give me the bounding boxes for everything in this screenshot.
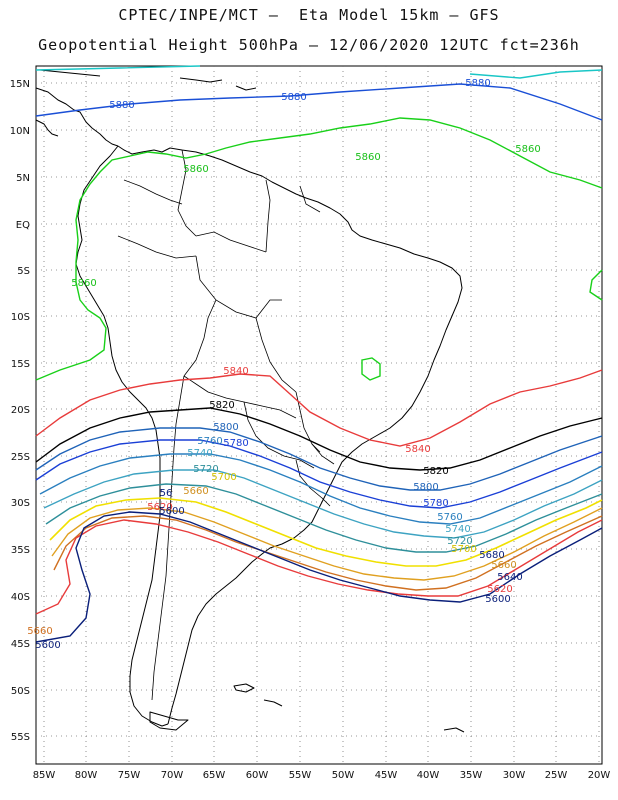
lat-label: 15S (11, 359, 30, 370)
contour-5860-east (589, 269, 603, 301)
contour-label: 5800 (213, 422, 238, 433)
contour-label: 5600 (35, 640, 60, 651)
lat-label: 30S (11, 498, 30, 509)
contour-5880-blue (35, 83, 603, 121)
lon-label: 50W (332, 770, 355, 781)
lat-label: 10S (11, 312, 30, 323)
contour-label: 5880 (109, 100, 134, 111)
lat-label: 25S (11, 452, 30, 463)
contour-label: 5760 (437, 512, 462, 523)
contour-5860 (35, 117, 603, 381)
lat-label: 20S (11, 405, 30, 416)
contour-lines (35, 65, 603, 643)
contour-label: 5760 (197, 436, 222, 447)
contour-label: 5860 (355, 152, 380, 163)
contour-label: 5660 (491, 560, 516, 571)
map-title-line1: CPTEC/INPE/MCT – Eta Model 15km – GFS (118, 6, 500, 24)
contour-label: 5820 (209, 400, 234, 411)
contour-label: 5860 (515, 144, 540, 155)
lon-label: 80W (75, 770, 98, 781)
country-borders (117, 149, 335, 701)
lon-label: 45W (375, 770, 398, 781)
lon-label: 35W (460, 770, 483, 781)
contour-label: 5660 (27, 626, 52, 637)
contour-label: 5680 (479, 550, 504, 561)
lon-label: 70W (161, 770, 184, 781)
longitude-labels: 85W 80W 75W 70W 65W 60W 55W 50W 45W 40W 35W 30W 25W 2… (33, 770, 611, 781)
lat-label: 40S (11, 592, 30, 603)
lat-label: 50S (11, 686, 30, 697)
lon-label: 30W (503, 770, 526, 781)
contour-5600 (35, 511, 603, 643)
contour-label: 5880 (281, 92, 306, 103)
contour-5840 (35, 369, 603, 447)
lon-label: 20W (588, 770, 611, 781)
contour-label: 5720 (193, 464, 218, 475)
contour-5760 (39, 453, 603, 525)
lon-label: 55W (289, 770, 312, 781)
contour-5780 (35, 439, 603, 509)
contour-5660 (53, 515, 603, 591)
contour-5740 (43, 469, 603, 539)
contour-label: 5840 (223, 366, 248, 377)
contour-label: 5860 (71, 278, 96, 289)
contour-label: 5780 (223, 438, 248, 449)
contour-label: 5740 (187, 448, 212, 459)
contour-5860-blob (361, 357, 381, 381)
lon-label: 40W (417, 770, 440, 781)
contour-label: 56 (160, 488, 173, 499)
contour-5700 (49, 497, 603, 567)
contour-label: 5880 (465, 78, 490, 89)
lon-label: 25W (545, 770, 568, 781)
contour-5800 (35, 427, 603, 491)
lat-label: 45S (11, 639, 30, 650)
lat-label: 5S (17, 266, 30, 277)
contour-label: 5600 (159, 506, 184, 517)
contour-label: 5700 (211, 472, 236, 483)
contour-label: 5660 (183, 486, 208, 497)
contour-label: 5840 (405, 444, 430, 455)
contour-label: 5740 (445, 524, 470, 535)
coastline (35, 69, 465, 733)
lat-label: 35S (11, 545, 30, 556)
map-title-line2: Geopotential Height 500hPa – 12/06/2020 … (38, 36, 580, 54)
contour-5720 (45, 483, 603, 553)
contour-5820 (35, 407, 603, 471)
contour-5620 (35, 519, 603, 615)
lat-label: 10N (10, 126, 30, 137)
lon-label: 60W (246, 770, 269, 781)
contour-label: 5640 (497, 572, 522, 583)
contour-label: 5620 (147, 502, 172, 513)
contour-label: 5800 (413, 482, 438, 493)
contour-labels: 5880 5880 5880 5860 5860 5860 5860 5840 5840 5820… (27, 78, 540, 651)
contour-5880-cyan (35, 65, 603, 79)
lat-label: EQ (16, 220, 30, 231)
lon-label: 65W (203, 770, 226, 781)
contour-label: 5600 (485, 594, 510, 605)
map-frame (35, 65, 603, 765)
latitude-labels: 15N 10N 5N EQ 5S 10S 15S 20S 25S 30S 35S 40S 45S 50S 5… (10, 79, 30, 743)
contour-label: 5780 (423, 498, 448, 509)
contour-label: 5720 (447, 536, 472, 547)
contour-label: 5820 (423, 466, 448, 477)
lat-label: 55S (11, 732, 30, 743)
contour-label: 5700 (451, 544, 476, 555)
contour-5680 (51, 507, 603, 581)
lat-label: 5N (16, 173, 30, 184)
contour-label: 5860 (183, 164, 208, 175)
lat-label: 15N (10, 79, 30, 90)
lon-label: 85W (33, 770, 56, 781)
contour-label: 5620 (487, 584, 512, 595)
lon-label: 75W (118, 770, 141, 781)
